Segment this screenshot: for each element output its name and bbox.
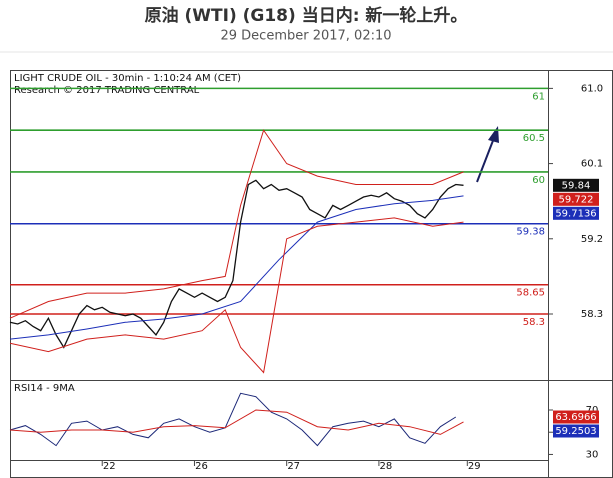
series-line [9, 195, 464, 340]
level-label: 58.65 [516, 288, 545, 299]
y-tick-label: 58.3 [581, 309, 603, 320]
page-subtitle: 29 December 2017, 02:10 [220, 29, 391, 44]
price-box [553, 178, 599, 192]
price-box [553, 206, 599, 220]
x-tick-label: 28 [380, 461, 393, 472]
series-line [9, 217, 464, 374]
series-line [9, 129, 464, 319]
forecast-arrow [476, 126, 499, 183]
page-title: 原油 (WTI) (G18) 当日内: 新一轮上升。 [145, 5, 468, 26]
price-box-label: 59.722 [559, 194, 594, 205]
level-label: 60.5 [523, 133, 545, 144]
level-label: 58.3 [523, 317, 545, 328]
x-tick-label: 26 [195, 461, 208, 472]
price-box-label: 59.84 [562, 180, 591, 191]
price-box [553, 410, 599, 424]
series-line [9, 179, 464, 349]
price-box [553, 424, 599, 438]
series-line [9, 392, 457, 447]
y-tick-label: 30 [586, 449, 599, 460]
x-tick-label: 22 [103, 461, 116, 472]
chart-subtitle: Research © 2017 TRADING CENTRAL [14, 85, 200, 96]
rsi-title: RSI14 - 9MA [14, 383, 75, 394]
price-box-label: 63.6966 [555, 412, 596, 423]
price-box-label: 59.2503 [555, 426, 596, 437]
x-tick-label: 29 [468, 461, 481, 472]
series-line [9, 409, 464, 435]
level-label: 59.38 [516, 227, 545, 238]
y-tick-label: 61.0 [581, 83, 603, 94]
chart-title: LIGHT CRUDE OIL - 30min - 1:10:24 AM (CE… [14, 73, 241, 84]
y-tick-label: 70 [586, 405, 599, 416]
chart-frame [10, 70, 613, 478]
level-label: 61 [532, 91, 545, 102]
price-box-label: 59.7136 [555, 208, 596, 219]
price-box [553, 192, 599, 206]
x-tick-label: 27 [287, 461, 300, 472]
y-tick-label: 60.1 [581, 159, 603, 170]
y-tick-label: 59.2 [581, 234, 603, 245]
level-label: 60 [532, 175, 545, 186]
